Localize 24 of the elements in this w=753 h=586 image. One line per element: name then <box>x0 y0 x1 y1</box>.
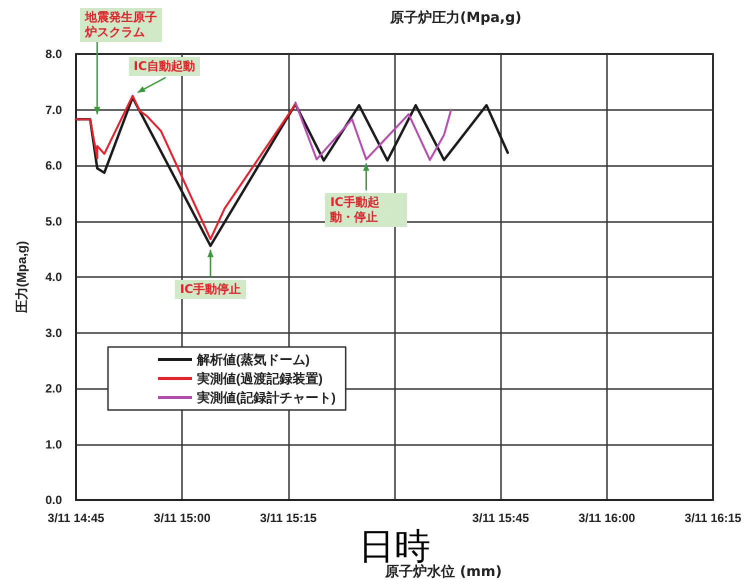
legend-label: 解析値(蒸気ドーム) <box>196 352 310 367</box>
annotation: IC手動停止 <box>174 280 246 299</box>
y-tick-label: 3.0 <box>45 326 62 340</box>
x-tick-label: 3/11 14:45 <box>48 511 105 525</box>
y-tick-label: 7.0 <box>45 102 62 117</box>
x-tick-label: 3/11 15:00 <box>154 511 211 525</box>
x-tick-label: 3/11 16:00 <box>578 511 636 525</box>
y-tick-label: 8.0 <box>45 47 62 61</box>
y-tick-label: 6.0 <box>45 158 62 172</box>
chart-title: 原子炉圧力(Mpa,g) <box>389 9 522 26</box>
y-tick-label: 0.0 <box>45 493 62 507</box>
x-tick-label: 3/11 16:15 <box>684 511 742 525</box>
y-tick-label: 5.0 <box>45 214 62 228</box>
x-tick-label: 3/11 15:45 <box>472 511 530 525</box>
y-tick-label: 4.0 <box>45 270 62 284</box>
annotation: 地震発生原子炉スクラム <box>80 8 162 42</box>
legend-label: 実測値(記録計チャート) <box>196 390 336 405</box>
y-tick-label: 2.0 <box>45 382 62 396</box>
y-axis-title: 圧力(Mpa,g) <box>14 240 29 314</box>
y-tick-label: 1.0 <box>45 437 62 452</box>
legend-label: 実測値(過渡記録装置) <box>196 371 323 386</box>
x-tick-label: 3/11 15:15 <box>260 511 318 525</box>
annotation: IC手動起動・停止 <box>325 193 408 228</box>
annotation: IC自動起動 <box>128 57 200 76</box>
